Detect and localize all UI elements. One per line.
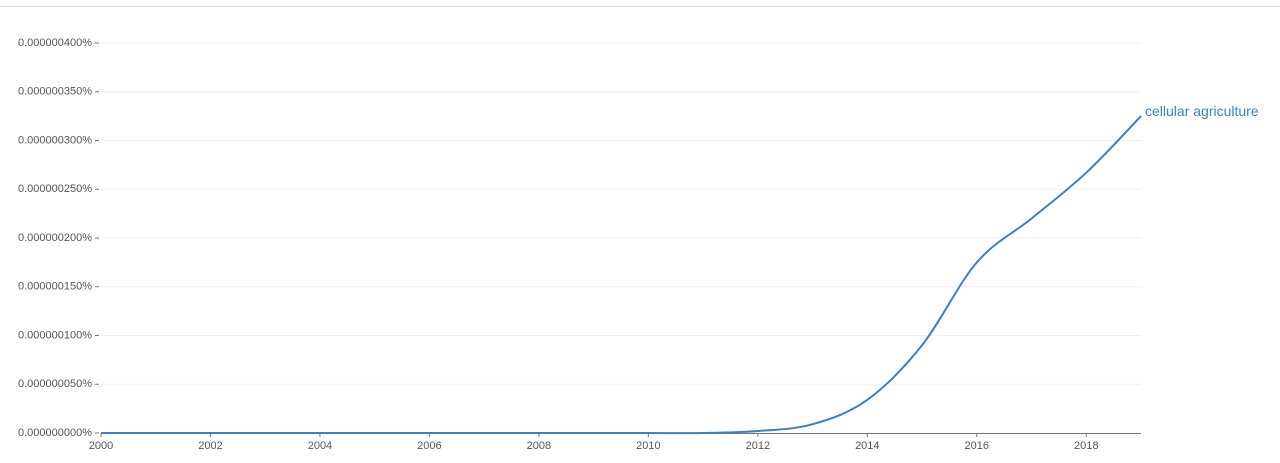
y-tick-label: 0.000000200% <box>18 232 92 244</box>
x-tick-label: 2014 <box>855 440 879 452</box>
series-label: cellular agriculture <box>1145 103 1259 119</box>
y-tick-label: 0.000000300% <box>18 134 92 146</box>
y-tick-label: 0.000000400% <box>18 37 92 49</box>
y-tick-label: 0.000000100% <box>18 329 92 341</box>
x-tick-label: 2006 <box>417 440 441 452</box>
y-tick-label: 0.000000250% <box>18 183 92 195</box>
y-tick-label: 0.000000350% <box>18 86 92 98</box>
x-tick-label: 2012 <box>746 440 770 452</box>
series-line <box>100 115 1142 435</box>
x-tick-label: 2008 <box>527 440 551 452</box>
x-tick-label: 2004 <box>308 440 332 452</box>
y-tick-label: 0.000000000% <box>18 427 92 439</box>
x-tick-label: 2018 <box>1074 440 1098 452</box>
y-tick-label: 0.000000150% <box>18 281 92 293</box>
x-tick-label: 2000 <box>89 440 113 452</box>
x-tick-label: 2016 <box>965 440 989 452</box>
x-tick-label: 2002 <box>198 440 222 452</box>
y-tick-label: 0.000000050% <box>18 378 92 390</box>
x-tick-label: 2010 <box>636 440 660 452</box>
